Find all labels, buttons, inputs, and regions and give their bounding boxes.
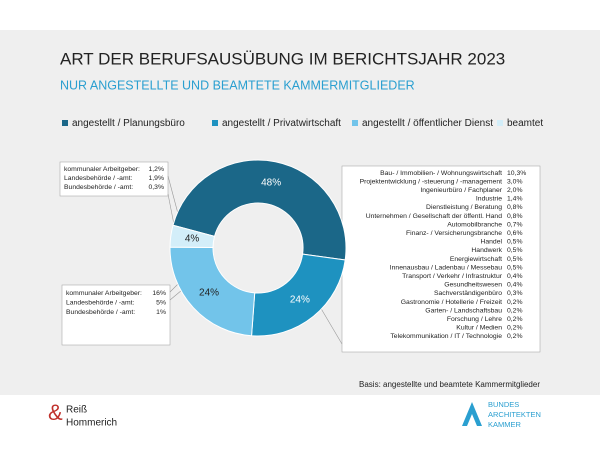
annotation-value: 5% bbox=[156, 299, 166, 306]
annotation-label: Landesbehörde / -amt: bbox=[66, 299, 135, 306]
annotation-label: Gastronomie / Hotellerie / Freizeit bbox=[401, 299, 502, 306]
annotation-value: 0,8% bbox=[507, 204, 523, 211]
legend-label: beamtet bbox=[507, 118, 543, 129]
annotation-value: 1,9% bbox=[149, 175, 165, 182]
legend-swatch bbox=[497, 120, 503, 126]
legend-label: angestellt / öffentlicher Dienst bbox=[362, 118, 493, 129]
annotation-value: 0,8% bbox=[507, 213, 523, 220]
annotation-label: Handwerk bbox=[471, 247, 502, 254]
annotation-value: 1,4% bbox=[507, 196, 523, 203]
annotation-value: 1% bbox=[156, 309, 166, 316]
annotation-label: Gesundheitswesen bbox=[444, 282, 502, 289]
annotation-value: 0,3% bbox=[507, 290, 523, 297]
data-label: 24% bbox=[199, 288, 219, 299]
data-label: 48% bbox=[261, 177, 281, 188]
annotation-value: 0,2% bbox=[507, 325, 523, 332]
logo-text: KAMMER bbox=[488, 420, 522, 429]
legend-swatch bbox=[62, 120, 68, 126]
annotation-label: Telekommunikation / IT / Technologie bbox=[390, 333, 502, 340]
annotation-box bbox=[59, 161, 169, 197]
annotation-value: 2,0% bbox=[507, 187, 523, 194]
chart-title: ART DER BERUFSAUSÜBUNG IM BERICHTSJAHR 2… bbox=[60, 49, 505, 68]
annotation-value: 0,3% bbox=[149, 184, 165, 191]
annotation-label: Ingenieurbüro / Fachplaner bbox=[420, 187, 502, 194]
annotation-label: Innenausbau / Ladenbau / Messebau bbox=[390, 264, 502, 271]
donut-slice bbox=[172, 159, 347, 261]
annotation-label: Automobilbranche bbox=[447, 221, 502, 228]
annotation-value: 0,5% bbox=[507, 239, 523, 246]
annotation-value: 0,5% bbox=[507, 256, 523, 263]
annotation-label: Energiewirtschaft bbox=[450, 256, 502, 263]
annotation-label: Bundesbehörde / -amt: bbox=[66, 309, 135, 316]
annotation-value: 10,3% bbox=[507, 170, 526, 177]
annotation-value: 0,2% bbox=[507, 316, 523, 323]
annotation-value: 0,2% bbox=[507, 333, 523, 340]
annotation-label: Forschung / Lehre bbox=[447, 316, 502, 323]
annotation-label: Handel bbox=[480, 239, 502, 246]
annotation-label: Bundesbehörde / -amt: bbox=[64, 184, 133, 191]
annotation-value: 0,6% bbox=[507, 230, 523, 237]
annotation-label: Bau- / Immobilien- / Wohnungswirtschaft bbox=[380, 170, 502, 177]
annotation-value: 1,2% bbox=[149, 166, 165, 173]
legend-label: angestellt / Privatwirtschaft bbox=[222, 118, 341, 129]
data-label: 4% bbox=[185, 234, 200, 245]
logo-text: BUNDES bbox=[488, 400, 519, 409]
annotation-label: kommunaler Arbeitgeber: bbox=[66, 290, 142, 297]
annotation-value: 0,4% bbox=[507, 273, 523, 280]
annotation-label: Landesbehörde / -amt: bbox=[64, 175, 133, 182]
annotations: kommunaler Arbeitgeber: 1,2% Landesbehörde… bbox=[64, 166, 526, 340]
annotation-value: 0,7% bbox=[507, 221, 523, 228]
note: Basis: angestellte und beamtete Kammermi… bbox=[359, 380, 540, 389]
annotation-value: 16% bbox=[152, 290, 166, 297]
logo-text: Reiß bbox=[66, 405, 87, 416]
annotation-label: Sachverständigenbüro bbox=[434, 290, 502, 297]
annotation-label: Garten- / Landschaftsbau bbox=[425, 307, 502, 314]
logo-ampersand: & bbox=[48, 400, 63, 425]
annotation-value: 0,2% bbox=[507, 307, 523, 314]
annotation-label: Kultur / Medien bbox=[456, 325, 502, 332]
donut: 48% 24% 24% 4% bbox=[169, 159, 347, 337]
donut-slice bbox=[169, 224, 216, 249]
legend-swatch bbox=[352, 120, 358, 126]
annotation-value: 3,0% bbox=[507, 178, 523, 185]
annotation-label: kommunaler Arbeitgeber: bbox=[64, 166, 140, 173]
annotation-value: 0,5% bbox=[507, 264, 523, 271]
legend-label: angestellt / Planungsbüro bbox=[72, 118, 185, 129]
annotation-box bbox=[341, 165, 541, 353]
annotation-value: 0,4% bbox=[507, 282, 523, 289]
annotation-box bbox=[61, 284, 171, 346]
annotation-value: 0,2% bbox=[507, 299, 523, 306]
annotation-label: Dienstleistung / Beratung bbox=[426, 204, 502, 211]
logo-mark bbox=[462, 402, 482, 426]
annotation-value: 0,5% bbox=[507, 247, 523, 254]
annotation-label: Transport / Verkehr / Infrastruktur bbox=[402, 273, 503, 280]
legend: angestellt / Planungsbüro angestellt / Pr… bbox=[62, 118, 543, 129]
annotation-label: Finanz- / Versicherungsbranche bbox=[406, 230, 502, 237]
annotation-label: Unternehmen / Gesellschaft der öffentl. … bbox=[366, 213, 502, 220]
logo-text: ARCHITEKTEN bbox=[488, 410, 541, 419]
annotation-label: Projektentwicklung / -steuerung / -manag… bbox=[360, 178, 503, 185]
legend-swatch bbox=[212, 120, 218, 126]
logo-text: Hommerich bbox=[66, 418, 117, 429]
chart-subtitle: NUR ANGESTELLTE UND BEAMTETE KAMMERMITGL… bbox=[60, 78, 415, 92]
data-label: 24% bbox=[290, 294, 310, 305]
annotation-label: Industrie bbox=[476, 196, 502, 203]
